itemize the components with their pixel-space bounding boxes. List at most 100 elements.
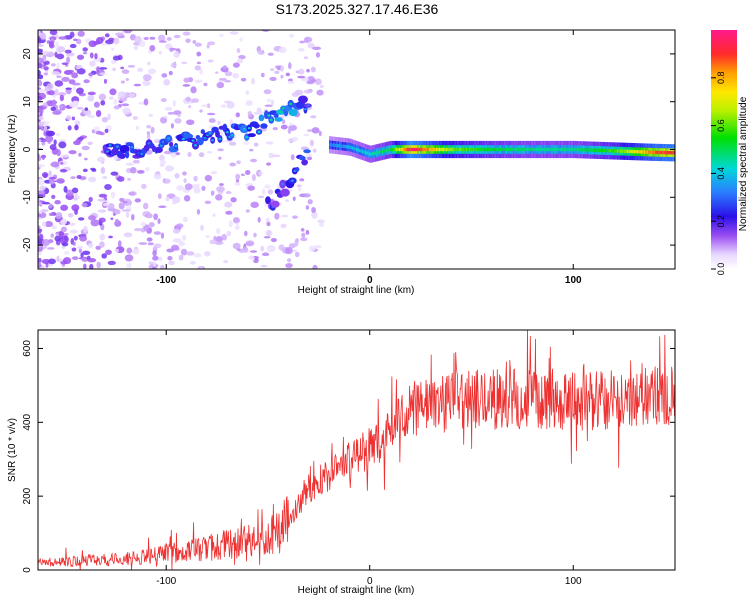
- arc-blob: [118, 152, 126, 160]
- colorbar-gradient: [711, 30, 737, 269]
- noise-blob: [141, 183, 147, 190]
- arc-core: [303, 108, 307, 111]
- noise-blob: [112, 55, 121, 61]
- noise-blob: [219, 183, 224, 186]
- tone-core: [628, 149, 630, 154]
- noise-blob: [76, 68, 86, 75]
- tone-core: [387, 148, 389, 152]
- noise-blob: [218, 78, 227, 81]
- noise-blob: [280, 214, 289, 218]
- noise-blob: [306, 81, 315, 85]
- tone-core: [491, 147, 493, 152]
- tone-core: [585, 148, 587, 152]
- noise-blob: [182, 171, 187, 176]
- noise-blob: [152, 266, 157, 269]
- noise-blob: [148, 113, 153, 118]
- noise-blob: [305, 37, 309, 44]
- noise-blob: [38, 231, 42, 234]
- arc-core: [194, 144, 198, 147]
- noise-blob: [305, 205, 310, 210]
- noise-blob: [285, 247, 293, 255]
- tone-core: [428, 147, 431, 152]
- noise-blob: [300, 227, 305, 232]
- noise-blob: [41, 258, 51, 264]
- noise-blob: [110, 191, 116, 199]
- tone-core: [615, 149, 617, 153]
- noise-blob: [224, 71, 233, 77]
- noise-blob: [311, 127, 320, 134]
- noise-blob: [69, 229, 79, 234]
- arc-core: [230, 134, 234, 137]
- noise-blob: [267, 189, 274, 195]
- noise-blob: [49, 30, 58, 36]
- noise-blob: [96, 261, 101, 269]
- arc-blob: [274, 117, 283, 122]
- noise-blob: [285, 263, 293, 269]
- tone-core: [367, 151, 369, 156]
- noise-blob: [263, 89, 272, 95]
- noise-blob: [69, 222, 76, 227]
- noise-blob: [56, 53, 65, 60]
- noise-blob: [149, 36, 156, 40]
- tone-core: [512, 147, 515, 152]
- arc-blob: [111, 147, 119, 156]
- tone-core: [462, 147, 465, 152]
- noise-blob: [158, 256, 163, 262]
- noise-blob: [54, 88, 59, 96]
- noise-blob: [192, 40, 197, 44]
- noise-blob: [113, 105, 120, 110]
- noise-blob: [143, 36, 149, 41]
- noise-blob: [302, 193, 311, 198]
- noise-blob: [60, 226, 67, 233]
- noise-blob: [50, 161, 60, 168]
- noise-blob: [58, 36, 68, 40]
- arc-blob: [270, 200, 280, 208]
- noise-blob: [56, 255, 60, 263]
- noise-blob: [41, 50, 50, 55]
- noise-blob: [280, 74, 284, 79]
- noise-blob: [178, 241, 185, 247]
- arc-blob: [197, 137, 204, 146]
- noise-blob: [81, 202, 88, 208]
- noise-blob: [268, 152, 274, 159]
- arc-blob: [200, 129, 206, 135]
- noise-blob: [77, 30, 85, 37]
- noise-blob: [232, 62, 240, 68]
- tone-core: [629, 149, 632, 154]
- noise-blob: [40, 209, 49, 212]
- noise-blob: [260, 264, 268, 268]
- tone-core: [608, 149, 610, 153]
- tone-core: [376, 151, 378, 155]
- noise-blob: [225, 210, 233, 215]
- tone-core: [458, 147, 461, 152]
- noise-blob: [84, 109, 92, 116]
- noise-blob: [62, 233, 69, 236]
- noise-blob: [219, 33, 224, 38]
- tone-core: [662, 150, 664, 155]
- noise-blob: [280, 223, 287, 229]
- noise-blob: [100, 100, 106, 106]
- colorbar-tick-label: 0.2: [716, 215, 726, 228]
- noise-blob: [256, 107, 262, 114]
- noise-blob: [38, 237, 42, 244]
- noise-blob: [297, 75, 306, 79]
- noise-blob: [39, 185, 46, 191]
- noise-blob: [114, 32, 124, 37]
- arc-blob: [183, 133, 194, 140]
- tone-core: [471, 147, 473, 152]
- tone-core: [561, 147, 563, 152]
- tone-core: [377, 150, 379, 155]
- noise-blob: [278, 202, 282, 206]
- noise-blob: [65, 87, 72, 90]
- noise-blob: [61, 242, 69, 247]
- tone-core: [380, 150, 382, 154]
- noise-blob: [87, 176, 97, 183]
- noise-blob: [93, 101, 100, 108]
- noise-blob: [229, 31, 239, 35]
- tone-core: [535, 147, 538, 152]
- noise-blob: [54, 41, 59, 49]
- tone-core: [508, 147, 510, 152]
- arc-core: [279, 110, 283, 114]
- arc-blob: [303, 149, 311, 154]
- noise-blob: [198, 152, 205, 158]
